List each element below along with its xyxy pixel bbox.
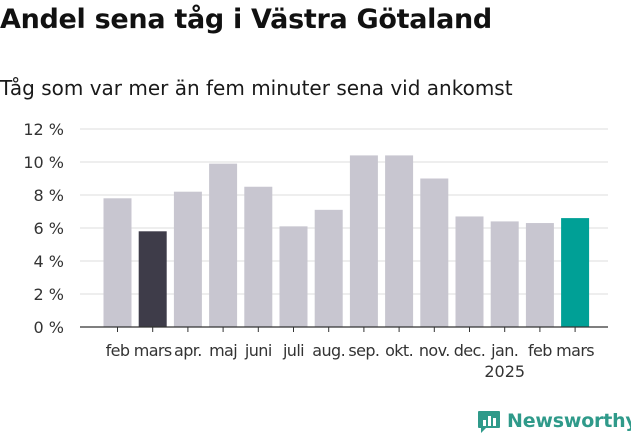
y-tick-label: 2 % <box>34 285 64 304</box>
bar <box>561 218 590 327</box>
x-tick-label: juli <box>282 341 304 360</box>
x-tick-label: okt. <box>385 341 413 360</box>
bar <box>173 191 202 327</box>
x-tick-label: mars <box>134 341 172 360</box>
bar <box>455 216 484 327</box>
bar <box>525 223 554 327</box>
y-tick-label: 12 % <box>23 120 64 139</box>
x-tick-label: feb <box>528 341 552 360</box>
gridlines <box>80 128 608 295</box>
x-tick-year-label: 2025 <box>484 362 525 381</box>
x-tick-label: maj <box>209 341 237 360</box>
bars <box>103 155 590 327</box>
y-tick-label: 0 % <box>34 318 64 337</box>
bar <box>349 155 378 327</box>
x-tick-label: mars <box>556 341 594 360</box>
chart-subtitle: Tåg som var mer än fem minuter sena vid … <box>0 76 513 100</box>
bar <box>244 186 273 327</box>
y-tick-label: 6 % <box>34 219 64 238</box>
x-tick-label: feb <box>106 341 130 360</box>
bar <box>279 226 308 327</box>
y-axis-ticks: 0 % 2 % 4 % 6 % 8 % 10 % 12 % <box>23 120 64 337</box>
y-tick-label: 10 % <box>23 153 64 172</box>
x-tick-label: nov. <box>419 341 450 360</box>
x-axis-ticks: feb mars apr. maj juni juli aug. sep. okt. nov. de… <box>106 327 595 381</box>
y-tick-label: 4 % <box>34 252 64 271</box>
bar <box>385 155 414 327</box>
bar <box>490 221 519 327</box>
y-tick-label: 8 % <box>34 186 64 205</box>
bar <box>209 163 238 327</box>
bar <box>420 178 449 327</box>
bar <box>314 209 343 327</box>
x-tick-label: jan. <box>490 341 518 360</box>
x-tick-label: juni <box>244 341 272 360</box>
newsworthy-logo-icon <box>478 411 500 433</box>
bar <box>103 198 132 327</box>
x-tick-label: sep. <box>348 341 379 360</box>
newsworthy-logo: Newsworthy <box>476 408 631 434</box>
newsworthy-logo-text: Newsworthy <box>507 410 631 432</box>
bar <box>138 231 167 327</box>
x-tick-label: dec. <box>454 341 485 360</box>
x-tick-label: apr. <box>174 341 202 360</box>
chart-title: Andel sena tåg i Västra Götaland <box>0 4 492 35</box>
bar-chart: 0 %2 %4 %6 %8 %10 %12 % feb mars apr. maj ju… <box>23 120 608 381</box>
x-tick-label: aug. <box>312 341 345 360</box>
